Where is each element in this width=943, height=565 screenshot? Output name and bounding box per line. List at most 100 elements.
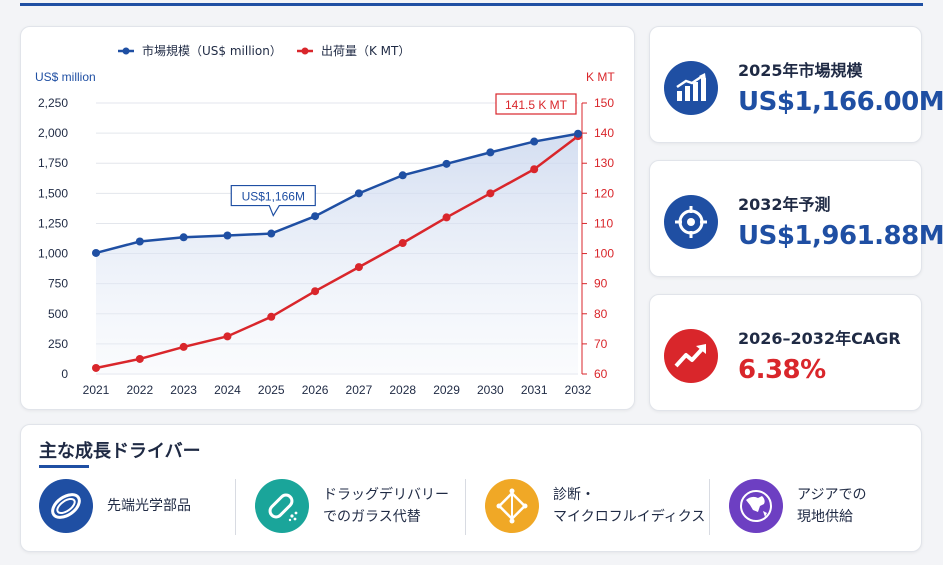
line-chart: 0 60 250 70 500 80 750 90 1,000 100 1,250 110 1,500 1… [35, 43, 615, 397]
driver-label-line2: マイクロフルイディクス [553, 509, 706, 525]
kpi-card-cagr: 2026–2032年CAGR 6.38% [649, 294, 922, 411]
right-tick-label: 120 [594, 186, 614, 200]
divider [235, 479, 236, 535]
market-size-point [354, 189, 363, 198]
capsule-icon [255, 479, 309, 533]
x-tick-label: 2032 [565, 383, 592, 397]
x-tick-label: 2024 [214, 383, 241, 397]
annotation-box-market-size [230, 184, 316, 217]
market-size-point [442, 159, 451, 168]
target-icon [664, 195, 718, 249]
legend-marker-market-size [122, 47, 130, 55]
divider [465, 479, 466, 535]
right-tick-label: 140 [594, 126, 614, 140]
kpi-value: US$1,961.88M [738, 221, 943, 251]
right-tick-label: 80 [594, 307, 608, 321]
legend-marker-shipment [301, 47, 309, 55]
shipment-point [354, 263, 363, 272]
driver-label-line1: 診断・ [553, 487, 595, 503]
shipment-point [442, 213, 451, 222]
annotation-label-market-size: US$1,166M [242, 190, 305, 204]
microfluidic-chip-icon [485, 479, 539, 533]
optical-lens-icon [39, 479, 93, 533]
legend-label-shipment: 出荷量（K MT） [321, 44, 410, 58]
shipment-series-line [95, 135, 579, 370]
chart-card: 0 60 250 70 500 80 750 90 1,000 100 1,250 110 1,500 1… [20, 26, 635, 410]
left-tick-label: 1,500 [38, 186, 68, 200]
kpi-label: 2032年予測 [738, 195, 831, 214]
driver-item-asia-supply: アジアでの 現地供給 [729, 475, 866, 537]
driver-label-line1: ドラッグデリバリー [323, 487, 449, 503]
title-underline [39, 465, 89, 468]
divider [709, 479, 710, 535]
x-tick-label: 2026 [302, 383, 329, 397]
market-size-point [398, 171, 407, 180]
shipment-point [92, 363, 100, 372]
kpi-card-market-size-2025: 2025年市場規模 US$1,166.00M [649, 26, 943, 143]
market-size-point [92, 248, 100, 257]
left-tick-label: 2,000 [38, 126, 68, 140]
market-size-point [486, 148, 495, 157]
left-tick-label: 1,250 [38, 216, 68, 230]
drivers-title: 主な成長ドライバー [39, 441, 201, 462]
left-tick-label: 1,000 [38, 247, 68, 261]
top-accent-line [20, 3, 923, 6]
right-tick-label: 70 [594, 337, 608, 351]
right-tick-label: 150 [594, 96, 614, 110]
left-tick-label: 0 [61, 367, 68, 381]
left-tick-label: 500 [48, 307, 68, 321]
right-tick-label: 90 [594, 277, 608, 291]
shipment-point [486, 189, 495, 198]
x-tick-label: 2030 [477, 383, 504, 397]
driver-label-line2: でのガラス代替 [323, 509, 421, 525]
annotation-label-shipment: 141.5 K MT [505, 98, 568, 112]
driver-label-line2: 現地供給 [797, 509, 853, 525]
market-size-area [96, 133, 578, 374]
x-tick-label: 2027 [346, 383, 373, 397]
driver-label: 先端光学部品 [107, 498, 191, 514]
growth-drivers-card: 主な成長ドライバー 先端光学部品 ドラッグデリバリー でのガラス代替 [20, 424, 922, 552]
legend-label-market-size: 市場規模（US$ million） [142, 43, 282, 58]
x-tick-label: 2023 [170, 383, 197, 397]
right-tick-label: 100 [594, 247, 614, 261]
right-tick-label: 60 [594, 367, 608, 381]
right-tick-label: 110 [594, 216, 613, 230]
left-tick-label: 750 [48, 277, 68, 291]
left-tick-label: 1,750 [38, 156, 68, 170]
shipment-point [530, 165, 539, 174]
kpi-value: US$1,166.00M [738, 87, 943, 117]
right-axis-title: K MT [586, 70, 615, 84]
annotation-box-shipment [495, 93, 577, 115]
driver-item-drug-delivery: ドラッグデリバリー でのガラス代替 [255, 475, 449, 537]
market-size-point [179, 233, 188, 242]
left-tick-label: 2,250 [38, 96, 68, 110]
market-size-point [135, 237, 144, 246]
shipment-point [223, 332, 232, 341]
left-axis-title: US$ million [35, 70, 96, 84]
market-size-series-line [95, 132, 579, 255]
bar-chart-up-icon [664, 61, 718, 115]
x-tick-label: 2029 [433, 383, 460, 397]
shipment-point [311, 287, 320, 296]
x-tick-label: 2022 [126, 383, 153, 397]
driver-item-diagnostics: 診断・ マイクロフルイディクス [485, 475, 705, 537]
kpi-value: 6.38% [738, 355, 826, 385]
x-tick-label: 2031 [521, 383, 548, 397]
kpi-card-forecast-2032: 2032年予測 US$1,961.88M [649, 160, 943, 277]
trend-up-icon [664, 329, 718, 383]
driver-label-line1: アジアでの [797, 487, 867, 503]
market-size-point [574, 129, 582, 138]
shipment-point [267, 312, 276, 321]
market-size-point [223, 231, 232, 240]
market-size-point [530, 137, 539, 146]
x-tick-label: 2028 [389, 383, 416, 397]
kpi-label: 2025年市場規模 [738, 61, 863, 80]
right-tick-label: 130 [594, 156, 614, 170]
asia-globe-icon [729, 479, 783, 533]
market-size-point [311, 212, 320, 221]
kpi-label: 2026–2032年CAGR [738, 329, 901, 348]
market-size-point [267, 229, 276, 238]
shipment-point [398, 239, 407, 248]
x-tick-label: 2021 [83, 383, 110, 397]
x-tick-label: 2025 [258, 383, 285, 397]
